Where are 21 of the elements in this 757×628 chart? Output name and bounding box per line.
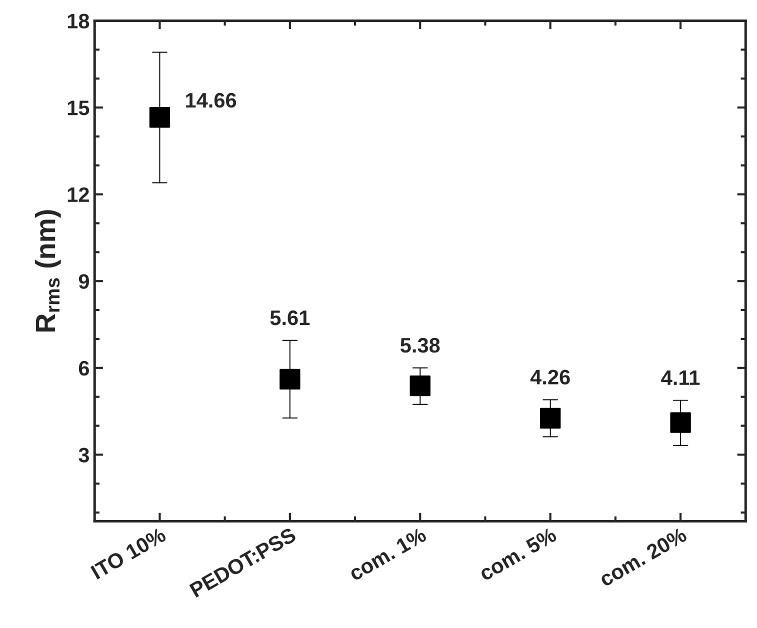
point: [149, 107, 170, 128]
y-axis-title: R$_{rms}$ (nm): [34, 210, 61, 332]
data-label: 4.26: [530, 370, 570, 384]
point: [540, 408, 561, 429]
data-label: 5.38: [400, 338, 440, 353]
x-tick-label: com. 20%: [598, 526, 688, 587]
data-label: 5.61: [270, 310, 310, 326]
x-tick-label: ITO 10%: [90, 526, 167, 580]
y-tick-label: 9: [78, 274, 89, 289]
y-tick-label: 15: [68, 100, 90, 116]
y-tick-label: 6: [78, 360, 90, 376]
x-tick-label: com. 1%: [348, 526, 428, 582]
y-tick-label: 3: [78, 448, 90, 462]
point: [410, 376, 430, 396]
data-label: 4.11: [661, 370, 700, 385]
y-tick-label: 18: [68, 14, 90, 28]
y-tick-label: 12: [68, 187, 89, 202]
data-label: 14.66: [186, 92, 236, 108]
x-tick-label: com. 5%: [478, 526, 558, 582]
point: [670, 412, 691, 433]
point: [280, 368, 300, 390]
